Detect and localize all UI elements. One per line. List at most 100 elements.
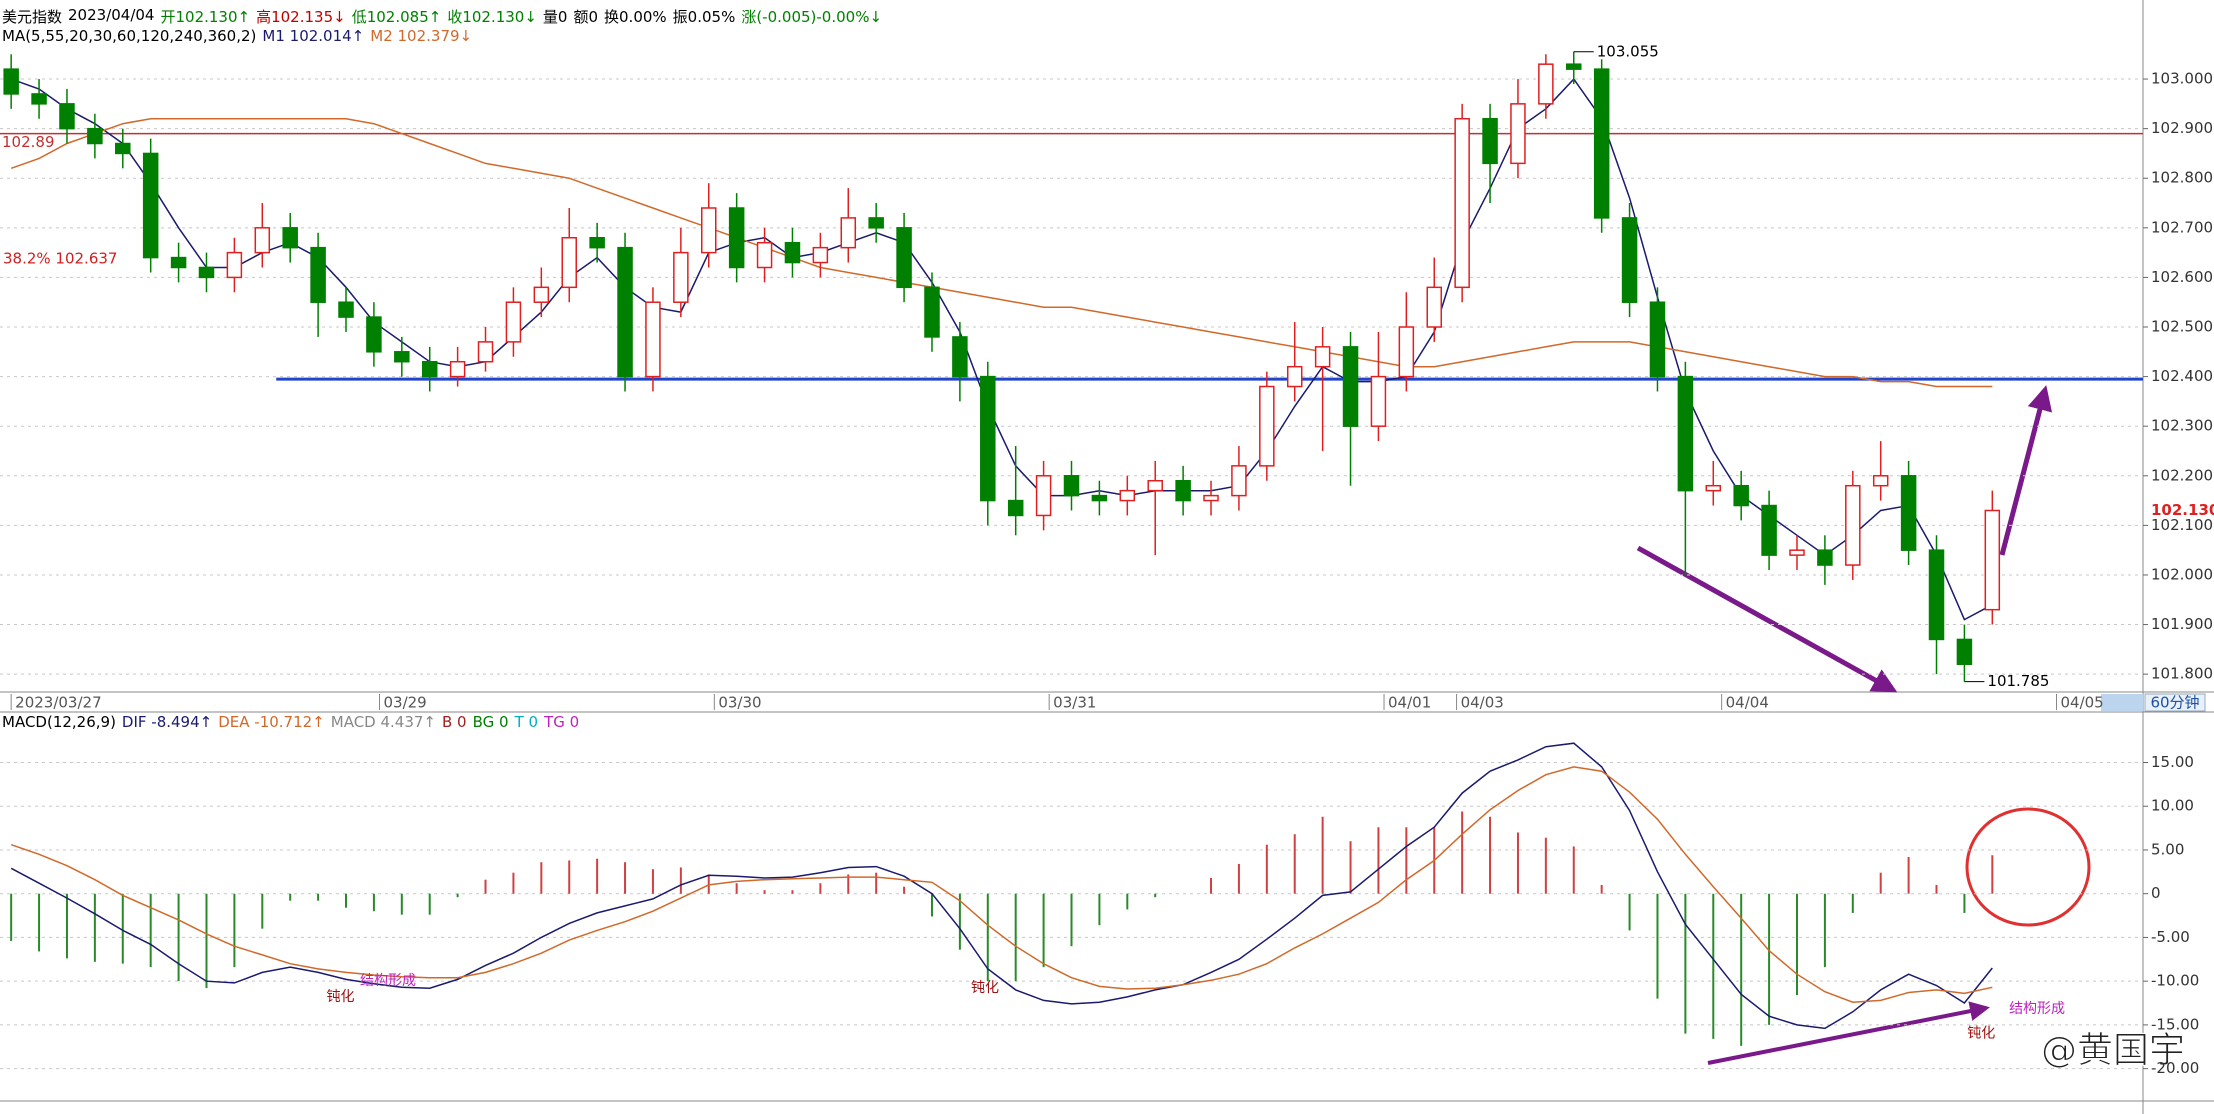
y-tick-label: 102.200 [2151, 466, 2213, 484]
legend-entry: MACD 4.437↑ [330, 713, 436, 731]
candle-body [1035, 475, 1052, 517]
y-tick-label: 102.900 [2151, 119, 2213, 137]
candle-body [1398, 326, 1415, 378]
y-tick-label: 102.700 [2151, 218, 2213, 236]
watermark: @黄国宇 [2041, 1030, 2185, 1071]
candle-body [505, 301, 522, 343]
candle-body [421, 360, 438, 378]
candle-body [756, 241, 773, 269]
y-tick-label: 102.800 [2151, 169, 2213, 187]
candle-body [1426, 286, 1442, 328]
legend-entry: DIF -8.494↑ [121, 713, 213, 731]
x-tick-label: 04/05 [2060, 694, 2103, 712]
annotation: 结构形成 [360, 973, 416, 989]
candle-body [282, 227, 298, 249]
y-tick-label: 102.600 [2151, 268, 2213, 286]
divergence-arrow [1707, 1001, 1990, 1065]
y-tick-label: -15.00 [2151, 1015, 2199, 1033]
candle-body [1900, 475, 1917, 551]
y-tick-label: 10.00 [2151, 797, 2194, 815]
ma-line [10, 77, 1993, 621]
legend-entry: M2 102.379↓ [370, 27, 473, 45]
candle-body [1119, 489, 1136, 502]
candle-body [728, 207, 745, 269]
fib-label: 38.2% 102.637 [3, 250, 117, 268]
candle-body [1482, 117, 1498, 165]
x-tick-label: 04/01 [1388, 694, 1431, 712]
candle-body [1091, 494, 1108, 502]
macd-line [10, 742, 1993, 1030]
candle-body [589, 236, 605, 249]
quote-field: 额0 [573, 8, 599, 26]
candle-body [1175, 479, 1191, 502]
candle-body [87, 127, 103, 145]
candle-body [1928, 549, 1945, 641]
candle-body [477, 341, 494, 363]
legend-entry: BG 0 [472, 713, 509, 731]
candle-body [1817, 549, 1833, 566]
candle-body [449, 360, 466, 378]
candle-body [1063, 475, 1080, 497]
legend-entry: M1 102.014↑ [262, 27, 365, 45]
extreme-label: 101.785 [1987, 672, 2049, 690]
annotation: 钝化 [971, 980, 999, 996]
candle-body [1621, 217, 1638, 303]
y-tick-label: 5.00 [2151, 840, 2184, 858]
y-tick-label: -5.00 [2151, 928, 2190, 946]
quote-field: 开102.130↑ [160, 8, 251, 26]
candle-body [1370, 375, 1387, 427]
candle-body [924, 286, 940, 338]
last-price-label: 102.130 [2151, 501, 2214, 519]
y-tick-label: 101.800 [2151, 665, 2213, 683]
period-label: 60分钟 [2150, 694, 2199, 712]
candle-body [1454, 117, 1470, 289]
candle-body [952, 336, 968, 378]
candle-body [59, 103, 75, 130]
candle-body [198, 266, 215, 279]
x-tick-label: 2023/03/27 [15, 694, 101, 712]
x-tick-label: 03/30 [718, 694, 761, 712]
candle-body [812, 246, 829, 264]
y-tick-label: 102.300 [2151, 417, 2213, 435]
candle-body [1259, 385, 1275, 467]
highlight-circle [1965, 807, 2091, 927]
candle-body [1733, 484, 1749, 507]
candle-body [170, 256, 187, 269]
extreme-label: 103.055 [1597, 42, 1659, 60]
y-tick-label: 102.400 [2151, 367, 2213, 385]
candle-body [1789, 549, 1805, 556]
period-box [2144, 693, 2206, 712]
macd-header: MACD(12,26,9) DIF -8.494↑ DEA -10.712↑ MACD… [2, 713, 579, 731]
quote-date: 2023/04/04 [68, 6, 155, 24]
candle-body [1677, 375, 1694, 492]
candle-body [896, 227, 912, 289]
candle-body [366, 316, 382, 353]
trend-arrow [1999, 385, 2053, 556]
candle-body [980, 375, 996, 502]
instrument-name: 美元指数 [2, 8, 63, 26]
candle-body [840, 217, 857, 249]
candle-body [1956, 638, 1973, 665]
candle-body [701, 207, 717, 254]
legend-entry: T 0 [514, 713, 539, 731]
candle-body [1314, 346, 1331, 368]
candle-body [1649, 301, 1666, 378]
candle-body [868, 217, 884, 229]
macd-line [10, 766, 1993, 1003]
y-tick-label: 102.000 [2151, 565, 2213, 583]
annotation: 结构形成 [2009, 1001, 2065, 1017]
candle-body [1007, 499, 1024, 517]
candle-body [1538, 63, 1554, 105]
candle-body [1286, 365, 1303, 388]
legend-entry: DEA -10.712↑ [218, 713, 325, 731]
candle-body [1705, 484, 1722, 492]
candle-body [784, 241, 801, 264]
trend-arrow [1636, 545, 1898, 693]
indicator-name: MA(5,55,20,30,60,120,240,360,2) [2, 27, 257, 45]
candle-body [1203, 494, 1219, 502]
candle-body [1872, 475, 1889, 487]
candle-body [115, 142, 131, 155]
y-tick-label: -20.00 [2151, 1059, 2199, 1077]
y-tick-label: -10.00 [2151, 972, 2199, 990]
